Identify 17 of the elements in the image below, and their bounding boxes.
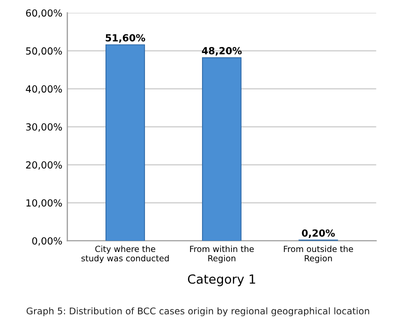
y-tick-label: 0,00% xyxy=(32,237,62,246)
y-tick-label: 30,00% xyxy=(26,123,62,132)
caption: Graph 5: Distribution of BCC cases origin by regional geographical location xyxy=(26,307,370,316)
data-label: 51,60% xyxy=(106,34,146,43)
y-tick-label: 50,00% xyxy=(26,47,62,56)
data-label: 0,20% xyxy=(302,229,335,238)
x-tick-label: From within the Region xyxy=(190,246,254,264)
x-tick-label: From outside the Region xyxy=(284,246,354,264)
x-tick-label: City where the study was conducted xyxy=(81,246,169,264)
bar xyxy=(106,44,145,241)
y-tick-label: 60,00% xyxy=(26,9,62,18)
x-axis-title: Category 1 xyxy=(188,274,256,286)
y-tick-label: 10,00% xyxy=(26,199,62,208)
bar xyxy=(202,57,242,241)
y-tick-label: 40,00% xyxy=(26,85,62,94)
data-label: 48,20% xyxy=(202,47,242,56)
y-tick-label: 20,00% xyxy=(26,161,62,170)
